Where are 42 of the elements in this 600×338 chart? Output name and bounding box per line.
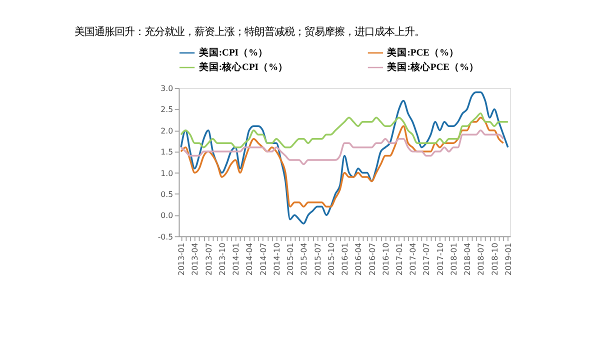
x-tick-label: 2016-07	[368, 242, 377, 276]
x-tick-label: 2016-01	[340, 242, 350, 276]
legend-label: 美国:核心CPI（%）	[198, 61, 288, 74]
x-tick-label: 2018-01	[449, 242, 458, 276]
y-tick-label: 1.5	[160, 148, 174, 157]
x-tick-label: 2016-10	[381, 242, 390, 276]
x-tick-label: 2017-04	[408, 242, 418, 276]
x-tick-label: 2015-04	[300, 242, 309, 276]
x-tick-label: 2015-01	[286, 242, 296, 276]
x-tick-label: 2014-04	[245, 242, 254, 276]
x-tick-label: 2013-01	[177, 242, 186, 276]
x-tick-label: 2016-04	[354, 242, 364, 276]
x-tick-label: 2014-01	[232, 242, 241, 276]
y-tick-label: 1.0	[160, 168, 174, 178]
y-tick-label: 0.0	[160, 211, 174, 220]
line-series	[180, 116, 504, 208]
y-tick-label: -0.5	[158, 232, 174, 242]
x-tick-label: 2017-07	[422, 242, 432, 276]
legend-label: 美国:PCE（%）	[386, 46, 460, 59]
x-tick-label: 2017-01	[395, 242, 404, 276]
x-tick-label: 2013-10	[218, 242, 227, 276]
x-tick-label: 2018-07	[476, 242, 486, 276]
legend-label: 美国:CPI（%）	[198, 46, 268, 59]
x-tick-label: 2018-10	[490, 242, 500, 276]
chart-title: 美国通胀回升：充分就业，薪资上涨；特朗普减税；贸易摩擦，进口成本上升。	[74, 26, 425, 38]
line-series	[180, 91, 509, 224]
y-tick-label: 2.0	[160, 126, 174, 136]
line-series	[180, 112, 509, 148]
x-tick-label: 2013-07	[204, 242, 214, 276]
y-tick-label: 0.5	[160, 190, 174, 199]
x-tick-label: 2013-04	[190, 242, 200, 276]
x-tick-label: 2015-10	[326, 242, 336, 276]
y-tick-label: 3.0	[160, 84, 174, 94]
x-tick-label: 2019-01	[504, 242, 513, 276]
x-tick-label: 2017-10	[436, 242, 445, 276]
x-tick-label: 2014-10	[272, 242, 282, 276]
x-tick-label: 2015-07	[313, 242, 322, 276]
legend-label: 美国:核心PCE（%）	[386, 61, 480, 74]
x-tick-label: 2018-04	[463, 242, 472, 276]
line-series	[180, 130, 504, 166]
x-tick-label: 2014-07	[258, 242, 268, 276]
y-tick-label: 2.5	[160, 105, 174, 114]
